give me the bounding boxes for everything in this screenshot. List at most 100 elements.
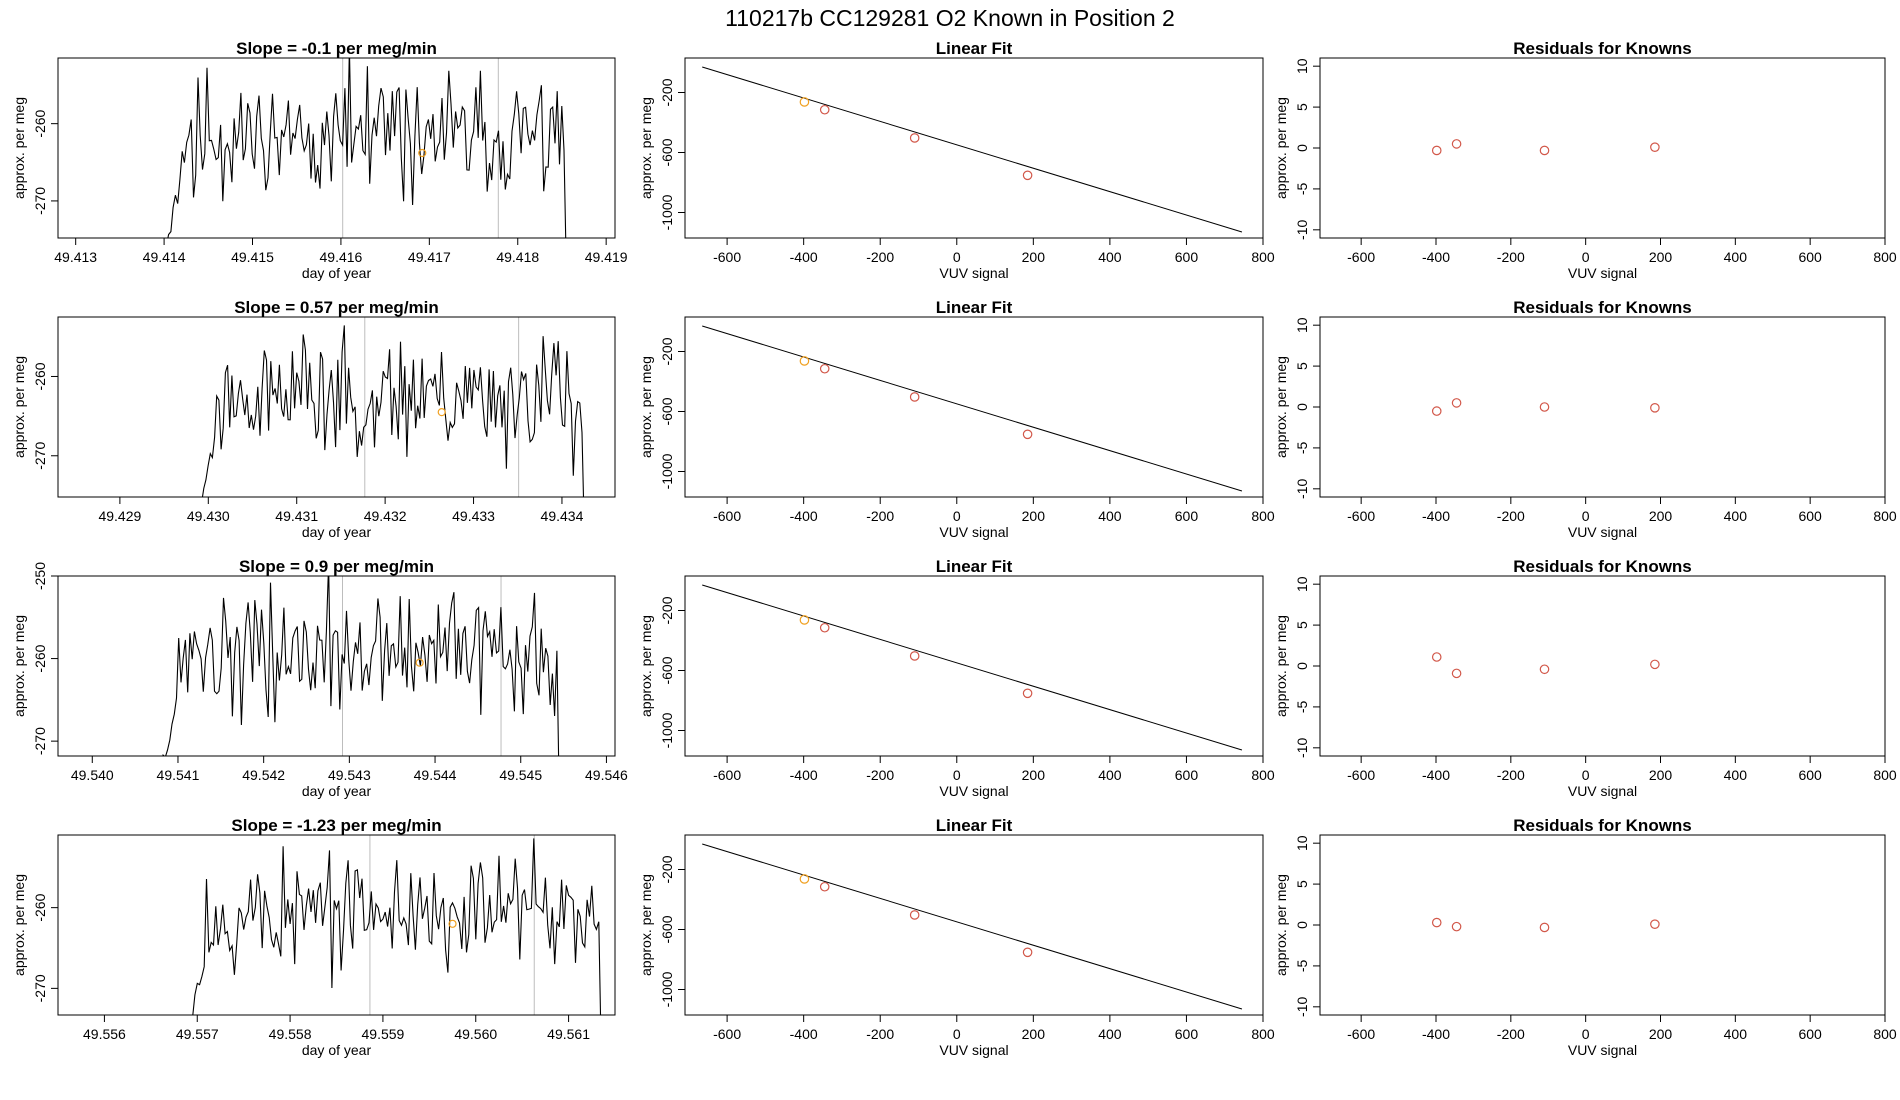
y-tick-label: 10 xyxy=(1294,58,1310,74)
data-point xyxy=(1431,917,1442,928)
plot-area xyxy=(702,66,1243,233)
x-tick-label: 800 xyxy=(1251,508,1275,524)
x-axis-label: VUV signal xyxy=(939,783,1008,799)
panel-title: Linear Fit xyxy=(936,298,1013,317)
x-tick-label: 800 xyxy=(1873,508,1897,524)
panel-timeseries-2: Slope = 0.57 per meg/min 49.429 49.430 49.4… xyxy=(11,298,616,540)
highlight-point xyxy=(448,919,457,928)
x-tick-label: 600 xyxy=(1798,249,1822,265)
data-point xyxy=(1539,145,1550,156)
data-point xyxy=(799,874,810,884)
data-point xyxy=(1022,688,1033,699)
y-tick-label: -250 xyxy=(32,562,48,590)
y-axis-label: approx. per meg xyxy=(11,97,27,199)
x-tick-label: -600 xyxy=(713,249,741,265)
y-axis-label: approx. per meg xyxy=(638,356,654,458)
y-tick-label: -5 xyxy=(1294,700,1310,713)
panel-linear-fit-1: Linear Fit -600 -400 -200 0 200 400 600 800 -200 -… xyxy=(638,39,1275,281)
x-tick-label: 49.560 xyxy=(454,1026,497,1042)
x-tick-label: -200 xyxy=(1497,1026,1525,1042)
x-tick-label: 0 xyxy=(1582,249,1590,265)
plot-frame xyxy=(684,834,1264,1016)
x-tick-label: 49.432 xyxy=(364,508,407,524)
y-tick-label: -1000 xyxy=(659,453,675,489)
data-point xyxy=(1431,406,1442,416)
plot-frame xyxy=(57,316,616,498)
fit-line xyxy=(702,325,1243,492)
x-tick-label: 49.414 xyxy=(143,249,186,265)
panels-group: Slope = -0.1 per meg/min 49.413 49.414 49.4… xyxy=(11,39,1897,1058)
x-tick-label: -200 xyxy=(1497,767,1525,783)
data-point xyxy=(1650,659,1660,670)
x-tick-label: 49.559 xyxy=(362,1026,405,1042)
y-tick-label: -200 xyxy=(659,596,675,624)
x-tick-label: 49.413 xyxy=(54,249,97,265)
y-tick-label: -10 xyxy=(1294,219,1310,239)
x-tick-label: 49.542 xyxy=(242,767,285,783)
y-tick-label: -270 xyxy=(32,187,48,215)
x-tick-label: 400 xyxy=(1724,249,1748,265)
y-tick-label: -260 xyxy=(32,644,48,672)
y-axis-label: approx. per meg xyxy=(11,615,27,717)
y-tick-label: -5 xyxy=(1294,959,1310,972)
y-axis-label: approx. per meg xyxy=(1273,615,1289,717)
y-tick-label: -10 xyxy=(1294,478,1310,498)
y-tick-label: 0 xyxy=(1294,144,1310,152)
x-tick-label: 49.431 xyxy=(275,508,318,524)
x-tick-label: 200 xyxy=(1022,1026,1046,1042)
plot-frame xyxy=(684,57,1264,239)
y-tick-label: -10 xyxy=(1294,737,1310,757)
x-axis-label: VUV signal xyxy=(1568,783,1637,799)
x-tick-label: 49.429 xyxy=(98,508,141,524)
x-tick-label: 200 xyxy=(1649,1026,1673,1042)
x-axis-label: VUV signal xyxy=(1568,524,1637,540)
data-point xyxy=(1431,145,1442,156)
y-tick-label: -5 xyxy=(1294,182,1310,195)
x-tick-label: 800 xyxy=(1873,249,1897,265)
x-tick-label: -400 xyxy=(1422,508,1450,524)
x-tick-label: 200 xyxy=(1649,767,1673,783)
y-tick-label: -600 xyxy=(659,397,675,425)
y-tick-label: 5 xyxy=(1294,621,1310,629)
x-tick-label: 49.544 xyxy=(414,767,457,783)
x-tick-label: -200 xyxy=(1497,508,1525,524)
plot-area xyxy=(192,835,602,1015)
x-tick-label: 49.546 xyxy=(585,767,628,783)
x-tick-label: 49.543 xyxy=(328,767,371,783)
x-axis-label: day of year xyxy=(302,1042,372,1058)
plot-frame xyxy=(684,316,1264,498)
x-tick-label: -600 xyxy=(1347,1026,1375,1042)
plot-frame xyxy=(1319,316,1886,498)
y-tick-label: 0 xyxy=(1294,921,1310,929)
x-tick-label: 600 xyxy=(1798,508,1822,524)
y-tick-label: -270 xyxy=(32,974,48,1002)
x-tick-label: -200 xyxy=(866,1026,894,1042)
data-point xyxy=(799,97,810,107)
x-tick-label: 49.416 xyxy=(320,249,363,265)
panel-residuals-3: Residuals for Knowns -600 -400 -200 0 200 400 6… xyxy=(1273,557,1897,799)
panel-title: Slope = 0.57 per meg/min xyxy=(234,298,439,317)
x-tick-label: 49.540 xyxy=(71,767,114,783)
x-tick-label: 200 xyxy=(1022,508,1046,524)
x-tick-label: 200 xyxy=(1649,249,1673,265)
data-point xyxy=(1431,652,1442,662)
y-tick-label: 5 xyxy=(1294,362,1310,370)
plot-area xyxy=(1431,917,1660,933)
x-tick-label: 800 xyxy=(1873,767,1897,783)
y-tick-label: -1000 xyxy=(659,712,675,748)
plot-frame xyxy=(684,575,1264,757)
x-axis-label: VUV signal xyxy=(939,524,1008,540)
panel-linear-fit-4: Linear Fit -600 -400 -200 0 200 400 600 800 -200 -… xyxy=(638,816,1275,1058)
panel-title: Linear Fit xyxy=(936,39,1013,58)
x-tick-label: -600 xyxy=(713,767,741,783)
y-tick-label: -260 xyxy=(32,893,48,921)
panel-title: Linear Fit xyxy=(936,816,1013,835)
x-tick-label: 49.545 xyxy=(499,767,542,783)
x-tick-label: 49.430 xyxy=(187,508,230,524)
x-tick-label: 400 xyxy=(1098,1026,1122,1042)
panel-title: Residuals for Knowns xyxy=(1513,39,1692,58)
x-tick-label: 49.557 xyxy=(176,1026,219,1042)
panel-title: Slope = 0.9 per meg/min xyxy=(239,557,434,576)
plot-frame xyxy=(1319,834,1886,1016)
y-axis-label: approx. per meg xyxy=(638,97,654,199)
